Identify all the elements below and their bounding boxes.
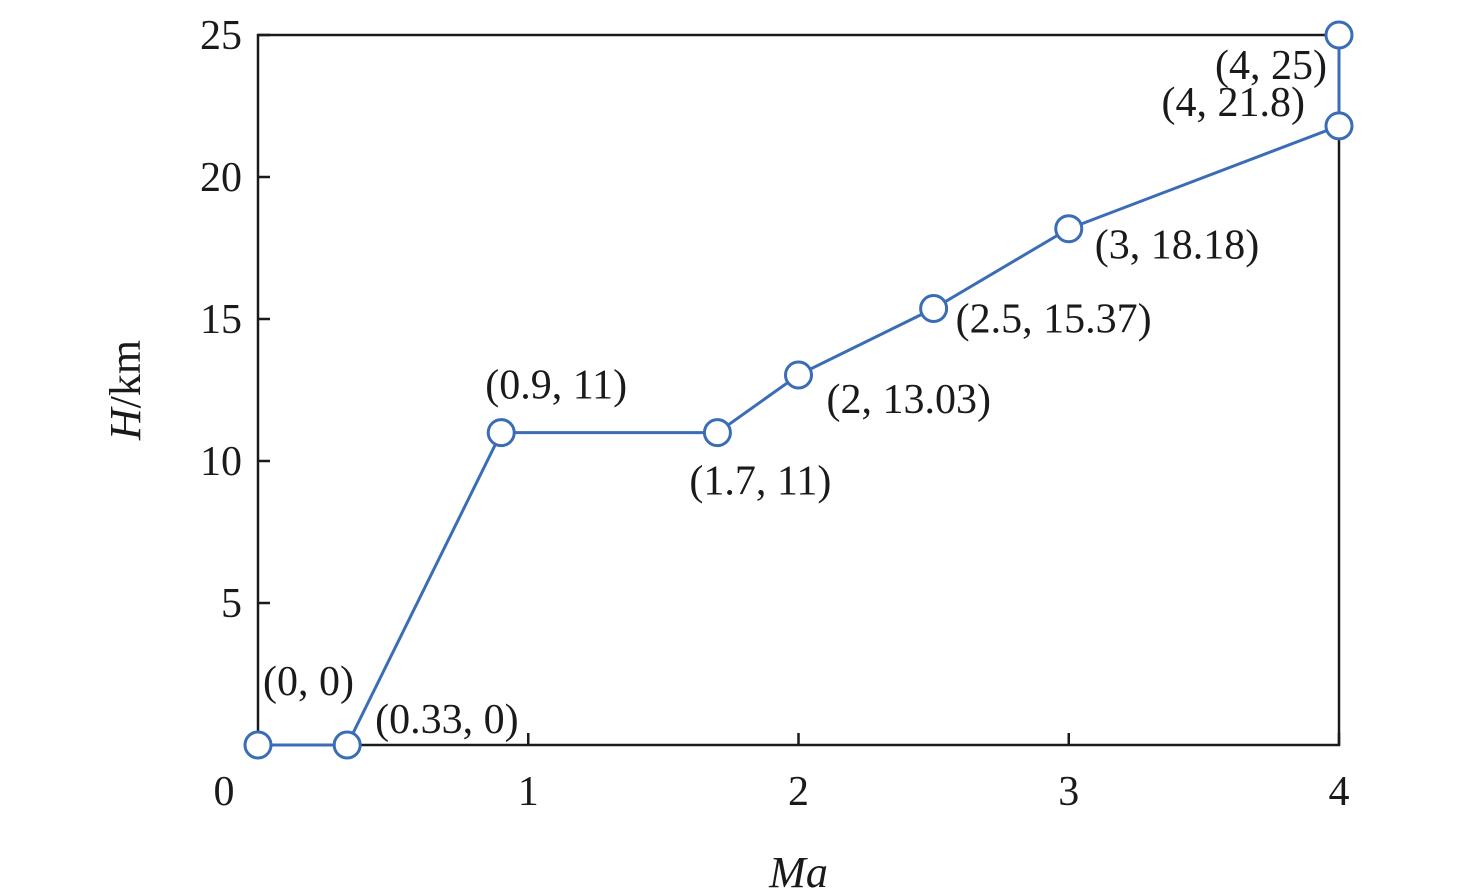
y-tick-label-2: 15: [200, 297, 242, 343]
x-tick-label-4: 4: [1329, 769, 1350, 815]
origin-tick-label: 0: [214, 769, 235, 815]
y-tick-label-1: 10: [200, 439, 242, 485]
axis-tick-labels: 1 2 3 4 5 10 15 20 25: [200, 13, 1350, 815]
plot-frame: [256, 33, 1341, 747]
y-axis-title: H/km: [101, 340, 150, 441]
x-tick-label-3: 3: [1058, 769, 1079, 815]
data-point-labels: (0, 0) (0.33, 0) (0.9, 11) (1.7, 11) (2, 13.…: [263, 43, 1327, 743]
data-label-1: (0.33, 0): [375, 697, 518, 743]
data-series: [243, 20, 1354, 760]
data-label-4: (2, 13.03): [827, 377, 991, 423]
data-label-5: (2.5, 15.37): [956, 296, 1152, 342]
data-label-7: (4, 21.8): [1162, 80, 1305, 126]
data-label-3: (1.7, 11): [689, 459, 831, 505]
data-label-8: (4, 25): [1215, 43, 1327, 89]
x-tick-label-2: 2: [788, 769, 809, 815]
data-label-0: (0, 0): [263, 659, 354, 705]
series-line-0: [258, 35, 1341, 747]
data-label-2: (0.9, 11): [485, 363, 627, 409]
data-point-0: [243, 730, 273, 760]
data-point-4: [784, 360, 813, 390]
data-point-3: [702, 418, 732, 448]
data-point-6: [1054, 214, 1084, 244]
data-point-2: [486, 418, 516, 448]
x-axis-title: Ma: [768, 848, 828, 895]
data-point-1: [332, 730, 362, 760]
data-point-7: [1324, 111, 1354, 141]
axis-ticks: [258, 33, 1341, 745]
data-point-5: [919, 293, 949, 323]
y-tick-label-4: 25: [200, 13, 242, 59]
y-tick-label-0: 5: [221, 581, 242, 627]
data-point-8: [1324, 20, 1354, 50]
data-label-6: (3, 18.18): [1095, 223, 1259, 269]
y-tick-label-3: 20: [200, 155, 242, 201]
x-tick-label-1: 1: [518, 769, 539, 815]
